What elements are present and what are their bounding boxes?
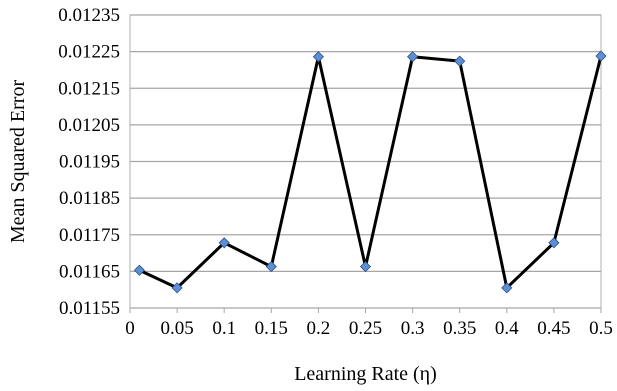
y-tick-label: 0.01195 (59, 152, 120, 173)
x-tick-label: 0.2 (307, 318, 331, 339)
series-group (133, 50, 607, 294)
y-tick-label: 0.01185 (59, 188, 120, 209)
x-tick-label: 0.5 (589, 318, 613, 339)
x-tick-label: 0.05 (160, 318, 193, 339)
data-point (312, 51, 324, 63)
y-tick-label: 0.01155 (59, 298, 120, 319)
y-tick-label: 0.01175 (59, 225, 120, 246)
data-point (359, 261, 372, 273)
x-tick-label: 0.4 (495, 318, 519, 339)
y-tick-label: 0.01235 (58, 5, 120, 26)
x-tick-label: 0.35 (443, 318, 476, 339)
data-point (133, 264, 145, 276)
y-tick-label: 0.01165 (59, 261, 120, 282)
x-tick-label: 0.45 (537, 318, 570, 339)
x-tick-label: 0.25 (349, 318, 382, 339)
data-point (548, 237, 560, 249)
data-point (454, 55, 466, 67)
y-tick-label: 0.01215 (58, 78, 120, 99)
x-axis-ticks: 0 0.05 0.1 0.15 0.2 0.25 0.3 0.35 0.4 0.45 0.5 (125, 308, 613, 339)
y-tick-label: 0.01225 (58, 42, 120, 63)
data-point (595, 50, 607, 62)
data-point (501, 282, 513, 294)
data-point (407, 51, 419, 63)
x-tick-label: 0.3 (401, 318, 425, 339)
y-tick-label: 0.01205 (58, 115, 120, 136)
x-tick-label: 0.15 (255, 318, 288, 339)
data-point (171, 282, 183, 294)
series-line (138, 55, 603, 290)
y-axis-ticks: 0.01155 0.01165 0.01175 0.01185 0.01195 0.012… (58, 5, 120, 319)
x-tick-label: 0.1 (212, 318, 236, 339)
plot-area (129, 14, 607, 309)
x-tick-label: 0 (125, 318, 135, 339)
x-axis-title: Learning Rate (η) (294, 363, 437, 385)
y-axis-title: Mean Squared Error (7, 80, 29, 244)
data-point (265, 261, 277, 273)
data-point (218, 237, 230, 249)
